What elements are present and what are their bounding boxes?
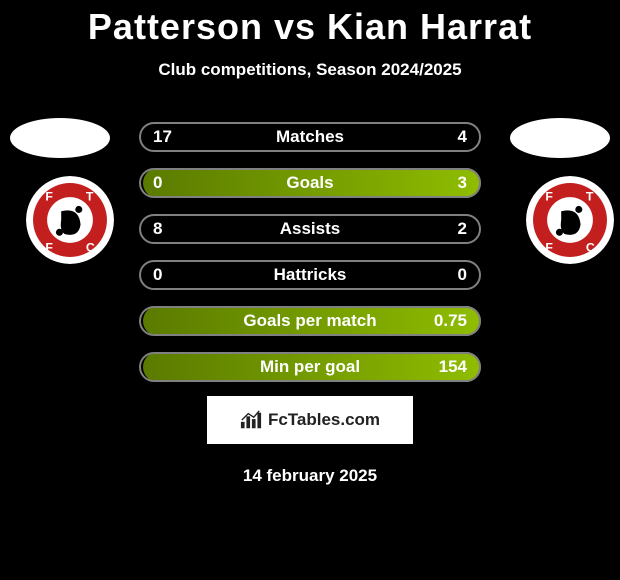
stat-label: Min per goal [260, 357, 360, 377]
stat-row: Goals 0 3 [139, 168, 481, 198]
branding-box: FcTables.com [207, 396, 413, 444]
stat-label: Goals [286, 173, 333, 193]
stat-value-right: 0 [458, 265, 467, 285]
stat-label: Assists [280, 219, 340, 239]
stat-value-left: 0 [153, 173, 162, 193]
stat-row: Assists 8 2 [139, 214, 481, 244]
stat-label: Hattricks [274, 265, 347, 285]
stat-value-right: 154 [439, 357, 467, 377]
stat-row: Matches 17 4 [139, 122, 481, 152]
date-text: 14 february 2025 [0, 466, 620, 486]
stat-label: Matches [276, 127, 344, 147]
stat-value-right: 0.75 [434, 311, 467, 331]
stat-value-left: 0 [153, 265, 162, 285]
stat-value-right: 2 [458, 219, 467, 239]
stat-row: Min per goal 154 [139, 352, 481, 382]
page-subtitle: Club competitions, Season 2024/2025 [0, 60, 620, 80]
stats-container: Matches174Goals03Assists82Hattricks00Goa… [0, 122, 620, 382]
stat-value-right: 4 [458, 127, 467, 147]
stat-row: Hattricks 0 0 [139, 260, 481, 290]
stat-label: Goals per match [243, 311, 376, 331]
stat-row: Goals per match 0.75 [139, 306, 481, 336]
stat-value-left: 17 [153, 127, 172, 147]
stat-value-right: 3 [458, 173, 467, 193]
branding-text: FcTables.com [268, 410, 380, 430]
page-title: Patterson vs Kian Harrat [0, 0, 620, 48]
chart-icon [240, 410, 262, 430]
footer-section: FcTables.com 14 february 2025 [0, 396, 620, 486]
stat-value-left: 8 [153, 219, 162, 239]
